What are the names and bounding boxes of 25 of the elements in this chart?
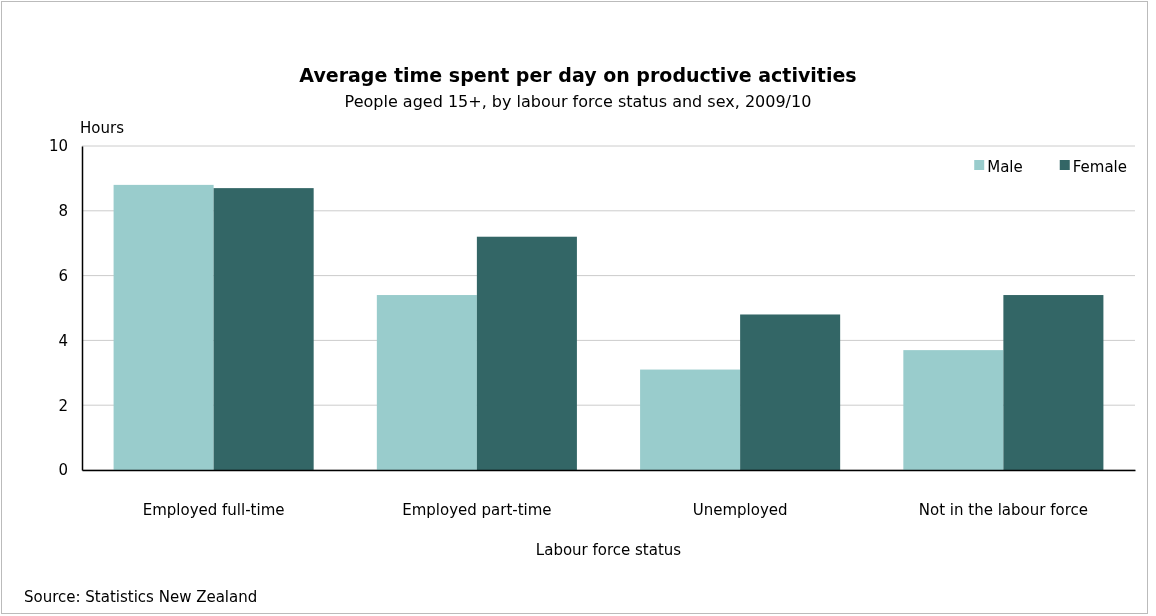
bar — [640, 369, 741, 470]
y-tick-label: 10 — [48, 137, 68, 156]
y-tick-label: 0 — [58, 461, 68, 480]
x-tick-label: Employed part-time — [402, 500, 552, 519]
bar — [1003, 295, 1104, 470]
source-note: Source: Statistics New Zealand — [24, 588, 258, 606]
x-tick-label: Unemployed — [692, 500, 788, 519]
y-tick-label: 6 — [58, 266, 68, 285]
y-axis-title: Hours — [80, 119, 125, 137]
legend-label: Female — [1072, 158, 1127, 176]
legend-label: Male — [987, 158, 1023, 176]
bar — [476, 236, 577, 470]
y-tick-label: 4 — [58, 331, 68, 350]
chart-title: Average time spent per day on productive activities — [299, 64, 857, 86]
chart-subtitle: People aged 15+, by labour force status and sex, 2009/10 — [344, 92, 812, 111]
bar — [740, 314, 841, 470]
bar — [903, 350, 1004, 470]
bar — [376, 295, 477, 470]
x-tick-label: Not in the labour force — [918, 500, 1088, 519]
bar — [113, 184, 214, 470]
bar — [213, 188, 314, 470]
y-tick-label: 8 — [58, 202, 68, 221]
x-axis-title: Labour force status — [535, 541, 682, 559]
x-tick-label: Employed full-time — [142, 500, 285, 519]
y-tick-label: 2 — [58, 396, 68, 415]
